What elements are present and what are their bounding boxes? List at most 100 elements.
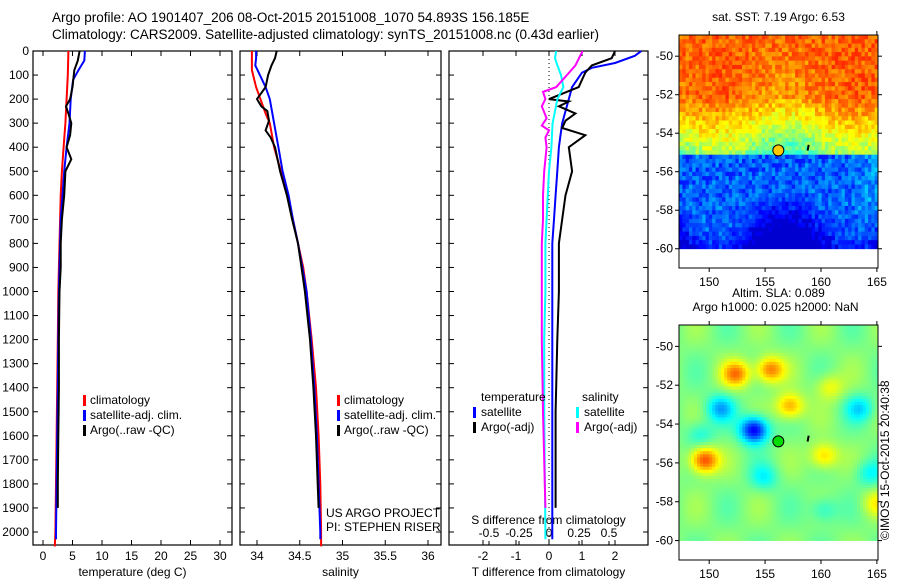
map-cell	[871, 325, 876, 329]
map-cell	[751, 35, 756, 40]
map-cell	[832, 368, 837, 372]
map-cell	[778, 116, 783, 121]
map-cell	[838, 116, 842, 121]
map-cell	[788, 77, 793, 83]
map-cell	[838, 371, 843, 375]
map-cell	[742, 90, 746, 96]
map-cell	[695, 90, 700, 96]
map-cell	[854, 47, 859, 53]
map-cell	[769, 334, 773, 338]
map-cell	[768, 47, 773, 53]
map-cell	[725, 150, 730, 156]
map-cell	[688, 201, 693, 207]
map-cell	[766, 343, 770, 347]
map-cell	[745, 227, 750, 233]
map-cell	[868, 99, 872, 104]
map-cell	[793, 377, 797, 381]
map-cell	[787, 334, 791, 338]
map-cell	[784, 371, 788, 375]
map-cell	[712, 244, 716, 250]
map-cell	[811, 218, 816, 224]
difference-plot-frame	[448, 50, 649, 546]
map-cell	[824, 124, 829, 130]
map-cell	[817, 337, 822, 341]
series-salinity-satellite	[543, 50, 565, 540]
map-cell	[735, 146, 740, 151]
map-cell	[871, 120, 876, 126]
map-cell	[715, 167, 720, 173]
map-cell	[790, 328, 794, 332]
map-cell	[781, 352, 785, 357]
map-cell	[835, 349, 840, 354]
map-cell	[735, 176, 740, 181]
map-cell	[705, 231, 710, 237]
map-cell	[715, 365, 719, 369]
map-cell	[735, 129, 740, 134]
map-cell	[790, 380, 794, 384]
map-cell	[732, 60, 736, 66]
map-cell	[811, 355, 816, 360]
map-cell	[821, 146, 826, 151]
map-cell	[754, 325, 758, 329]
map-cell	[724, 389, 728, 394]
map-cell	[818, 69, 823, 74]
map-cell	[862, 334, 867, 338]
map-cell	[738, 240, 743, 245]
map-cell	[798, 141, 803, 147]
map-cell	[841, 171, 846, 177]
map-cell	[841, 94, 846, 100]
map-cell	[738, 120, 743, 126]
map-cell	[814, 355, 819, 360]
map-cell	[787, 392, 791, 397]
map-cell	[712, 69, 716, 74]
map-cell	[768, 69, 773, 74]
map-cell	[848, 158, 852, 164]
map-cell	[778, 137, 783, 143]
map-cell	[858, 64, 862, 70]
map-cell	[694, 331, 698, 335]
map-cell	[688, 328, 692, 332]
map-cell	[834, 240, 839, 245]
map-cell	[700, 325, 704, 329]
map-cell	[715, 43, 720, 49]
map-cell	[715, 201, 720, 207]
map-cell	[791, 86, 796, 91]
map-cell	[861, 227, 866, 233]
map-cell	[768, 120, 773, 126]
map-cell	[838, 180, 842, 186]
map-cell	[755, 124, 759, 130]
map-cell	[748, 197, 753, 203]
map-cell	[706, 337, 710, 341]
map-cell	[754, 343, 758, 347]
map-cell	[755, 103, 759, 109]
map-cell	[874, 188, 879, 194]
map-cell	[818, 133, 823, 138]
map-cell	[732, 35, 736, 40]
map-cell	[868, 377, 873, 381]
map-cell	[808, 371, 813, 375]
map-cell	[814, 52, 819, 57]
map-cell	[738, 94, 743, 100]
map-cell	[712, 337, 716, 341]
map-cell	[751, 386, 755, 391]
map-cell	[724, 352, 728, 357]
map-cell	[862, 337, 867, 341]
map-cell	[703, 346, 707, 351]
map-cell	[868, 133, 872, 138]
map-cell	[862, 328, 867, 332]
map-cell	[730, 371, 734, 375]
map-cell	[721, 383, 725, 387]
map-cell	[861, 180, 866, 186]
map-cell	[834, 60, 839, 66]
map-cell	[728, 235, 733, 241]
map-cell	[754, 331, 758, 335]
map-cell	[703, 349, 707, 354]
map-cell	[871, 90, 876, 96]
map-cell	[682, 214, 687, 220]
map-cell	[727, 331, 731, 335]
map-cell	[847, 395, 852, 400]
map-cell	[715, 64, 720, 70]
map-cell	[742, 343, 746, 347]
map-cell	[858, 146, 862, 151]
map-cell	[760, 398, 764, 403]
